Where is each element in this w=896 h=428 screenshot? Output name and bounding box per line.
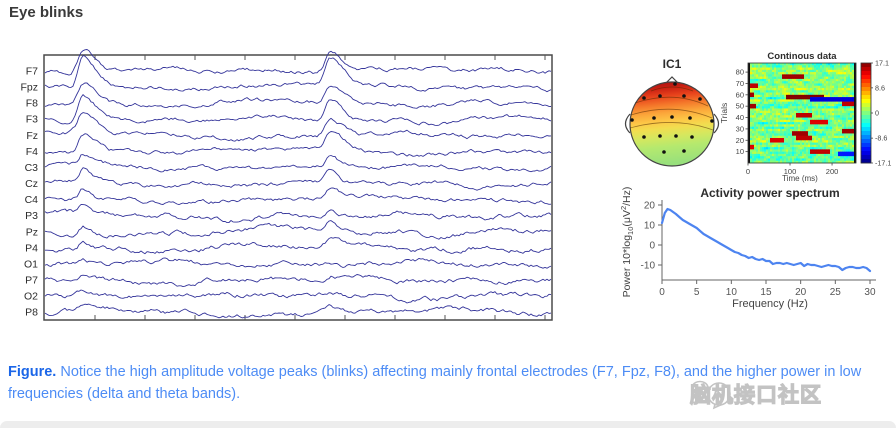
spectrum-ylabel: Power 10*log10(μV2/Hz) <box>619 187 635 298</box>
channel-label: Fz <box>26 130 38 142</box>
svg-text:10: 10 <box>736 147 744 156</box>
topomap-electrodes <box>630 82 714 154</box>
svg-text:0: 0 <box>746 167 750 176</box>
svg-text:100: 100 <box>784 167 797 176</box>
heatmap-axis: 10 20 30 40 50 60 70 80 0 100 200 <box>736 68 839 176</box>
eeg-trace <box>44 274 552 288</box>
eeg-axis-ticks <box>94 55 546 320</box>
eeg-trace <box>44 94 552 126</box>
svg-text:10: 10 <box>726 287 738 298</box>
svg-text:40: 40 <box>736 113 744 122</box>
eeg-trace <box>44 303 552 319</box>
channel-label: P3 <box>25 210 38 222</box>
figure-caption: Figure. Notice the high amplitude voltage… <box>8 361 884 405</box>
eeg-trace <box>44 257 552 269</box>
heatmap-title: Continous data <box>767 51 837 62</box>
svg-text:15: 15 <box>760 287 772 298</box>
channel-label: C4 <box>25 194 39 206</box>
svg-text:5: 5 <box>694 287 700 298</box>
svg-text:-10: -10 <box>641 261 656 272</box>
svg-text:20: 20 <box>795 287 807 298</box>
eeg-traces <box>44 49 552 319</box>
watermark-text: 脑机接口社区 <box>689 383 822 407</box>
svg-text:25: 25 <box>830 287 842 298</box>
eeg-trace <box>44 112 552 142</box>
svg-text:30: 30 <box>864 287 876 298</box>
eeg-trace <box>44 154 552 173</box>
watermark: 脑机接口社区 <box>689 379 822 410</box>
svg-text:0: 0 <box>875 109 879 118</box>
power-spectrum-plot: Activity power spectrum Frequency (Hz) 2… <box>619 186 876 310</box>
heatmap-ylabel: Trials <box>719 103 729 123</box>
ic1-topomap: IC1 <box>624 57 720 167</box>
channel-label: P7 <box>25 275 38 287</box>
svg-text:10: 10 <box>644 221 656 232</box>
channel-label: P4 <box>25 242 38 254</box>
svg-text:17.1: 17.1 <box>875 59 889 68</box>
channel-label: O2 <box>24 291 38 303</box>
topomap-title: IC1 <box>663 57 682 71</box>
channel-label: Fpz <box>20 82 38 94</box>
spectrum-title: Activity power spectrum <box>700 186 839 200</box>
eeg-trace <box>44 167 552 191</box>
channel-label: O1 <box>24 258 38 270</box>
channel-label: F3 <box>26 114 38 126</box>
trials-heatmap: Continous data Trials Time (ms) 10 20 30 40… <box>719 51 891 183</box>
svg-text:200: 200 <box>826 167 839 176</box>
colorbar: 17.1 8.6 0 -8.6 -17.1 <box>860 59 891 168</box>
eeg-trace <box>44 289 552 304</box>
channel-label: F8 <box>26 98 38 110</box>
topomap-head <box>629 81 715 167</box>
eeg-trace <box>45 237 552 255</box>
channel-label: F4 <box>26 146 38 158</box>
topomap-left-ear <box>624 113 631 134</box>
svg-text:30: 30 <box>736 124 744 133</box>
caption-body: Notice the high amplitude voltage peaks … <box>8 364 862 402</box>
channel-label: Cz <box>25 178 38 190</box>
spectrum-xlabel: Frequency (Hz) <box>732 298 808 310</box>
eeg-trace <box>44 49 552 76</box>
eeg-trace <box>44 204 552 224</box>
channel-label: Pz <box>26 226 38 238</box>
page-title: Eye blinks <box>9 4 84 21</box>
svg-text:-17.1: -17.1 <box>875 159 891 168</box>
channel-label: F7 <box>26 66 38 78</box>
svg-text:20: 20 <box>644 201 656 212</box>
caption-lead: Figure. <box>8 364 57 380</box>
eeg-trace <box>44 82 552 109</box>
channel-label: C3 <box>25 162 39 174</box>
heatmap-frame <box>747 62 857 164</box>
svg-text:70: 70 <box>736 79 744 88</box>
eeg-channel-labels: F7 Fpz F8 F3 Fz F4 C3 Cz C4 P3 Pz P4 O1 P7 O2 P8 <box>20 66 38 319</box>
svg-text:50: 50 <box>736 102 744 111</box>
svg-text:60: 60 <box>736 90 744 99</box>
channel-label: P8 <box>25 307 38 319</box>
eeg-trace <box>44 55 552 93</box>
svg-text:0: 0 <box>659 287 665 298</box>
chat-bubble-icon <box>691 380 731 410</box>
eeg-trace <box>44 131 552 157</box>
eeg-trace <box>44 220 552 240</box>
heatmap-cells <box>748 63 857 164</box>
svg-text:8.6: 8.6 <box>875 83 885 92</box>
svg-text:20: 20 <box>736 136 744 145</box>
eeg-scroll-plot: F7 Fpz F8 F3 Fz F4 C3 Cz C4 P3 Pz P4 O1 P7 O2 P8 <box>20 49 553 321</box>
topomap-contours <box>629 86 714 131</box>
spectrum-curve <box>660 207 872 273</box>
spectrum-ticks: 20 10 0 -10 0 5 10 15 20 25 30 <box>641 201 876 299</box>
svg-text:-8.6: -8.6 <box>875 134 887 143</box>
eeg-trace <box>44 187 552 206</box>
bottom-divider <box>0 421 896 428</box>
topomap-right-ear <box>713 113 720 134</box>
svg-text:0: 0 <box>649 241 655 252</box>
svg-text:80: 80 <box>736 68 744 77</box>
heatmap-xlabel: Time (ms) <box>782 174 818 183</box>
